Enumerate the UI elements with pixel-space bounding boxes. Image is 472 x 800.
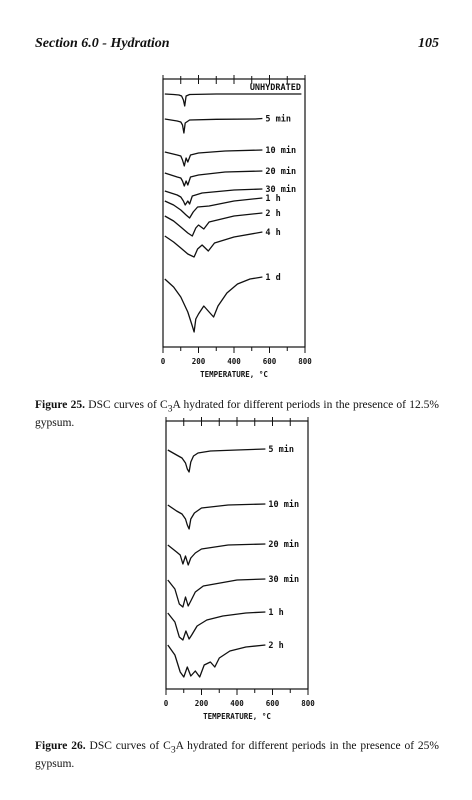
x-tick-label: 0 bbox=[161, 357, 166, 366]
series-line bbox=[167, 448, 266, 473]
series-label: 20 min bbox=[268, 539, 299, 550]
series-label: 1 h bbox=[265, 194, 280, 204]
series-line bbox=[167, 578, 266, 608]
x-axis-label: TEMPERATURE, °C bbox=[200, 370, 268, 379]
section-title: Section 6.0 - Hydration bbox=[35, 36, 170, 51]
figure-25-caption-text-end: A hydrated for different periods in the … bbox=[35, 398, 439, 429]
series-line bbox=[164, 188, 263, 206]
series-line bbox=[164, 276, 263, 333]
series-line bbox=[167, 644, 266, 678]
series-label: 1 d bbox=[265, 273, 280, 283]
figure-26-caption-text-end: A hydrated for different periods in the … bbox=[35, 739, 439, 770]
figure-26-caption: Figure 26. DSC curves of C3A hydrated fo… bbox=[35, 739, 439, 771]
page-number: 105 bbox=[418, 36, 439, 51]
series-label: 20 min bbox=[265, 166, 296, 177]
figure-25-caption: Figure 25. DSC curves of C3A hydrated fo… bbox=[35, 398, 439, 430]
series-line bbox=[167, 611, 266, 641]
series-line bbox=[164, 170, 263, 187]
series-label: 5 min bbox=[265, 114, 291, 125]
figure-26-svg: 0 200 400 600 800 TEMPERATURE, °C 5 min 10 min 2… bbox=[164, 417, 315, 721]
series-line bbox=[167, 543, 266, 566]
figure-25-svg: 0 200 400 600 800 TEMPERATURE, °C UNHYDRATED 5 … bbox=[161, 75, 312, 379]
figure-26-chart: 0 200 400 600 800 TEMPERATURE, °C 5 min 10 min 2… bbox=[158, 417, 328, 724]
series-line bbox=[164, 212, 263, 237]
figure-25-caption-text: DSC curves of C bbox=[85, 398, 168, 411]
series-label: 2 h bbox=[268, 641, 283, 651]
x-tick-label: 200 bbox=[195, 699, 209, 708]
series-label: 5 min bbox=[268, 444, 294, 455]
series-label: 10 min bbox=[268, 499, 299, 510]
series-label: 2 h bbox=[265, 209, 280, 219]
figure-25-caption-subscript: 3 bbox=[167, 402, 173, 414]
x-tick-label: 200 bbox=[192, 357, 206, 366]
figure-25-label: Figure 25. bbox=[35, 398, 86, 411]
x-tick-label: 400 bbox=[230, 699, 244, 708]
x-tick-label: 800 bbox=[301, 699, 315, 708]
page-header: Section 6.0 - Hydration 105 bbox=[35, 36, 439, 56]
figure-25-chart: 0 200 400 600 800 TEMPERATURE, °C UNHYDRATED 5 … bbox=[155, 75, 325, 388]
figure-26-caption-subscript: 3 bbox=[170, 743, 176, 755]
series-line bbox=[164, 93, 302, 107]
series-label: 30 min bbox=[265, 184, 296, 195]
series-line bbox=[164, 117, 263, 134]
series-line bbox=[164, 197, 263, 219]
series-line bbox=[164, 149, 263, 167]
x-tick-label: 0 bbox=[164, 699, 169, 708]
figure-26-caption-text: DSC curves of C bbox=[85, 739, 171, 752]
series-line bbox=[167, 503, 266, 530]
series-label: 1 h bbox=[268, 608, 283, 618]
x-tick-label: 600 bbox=[266, 699, 280, 708]
x-axis-label: TEMPERATURE, °C bbox=[203, 712, 271, 721]
series-label: 10 min bbox=[265, 145, 296, 156]
figure-26-label: Figure 26. bbox=[35, 739, 86, 752]
series-label: 4 h bbox=[265, 228, 280, 238]
series-label: UNHYDRATED bbox=[250, 83, 301, 93]
x-tick-label: 800 bbox=[298, 357, 312, 366]
x-tick-label: 400 bbox=[227, 357, 241, 366]
series-label: 30 min bbox=[268, 574, 299, 585]
series-line bbox=[164, 231, 263, 258]
x-tick-label: 600 bbox=[263, 357, 277, 366]
